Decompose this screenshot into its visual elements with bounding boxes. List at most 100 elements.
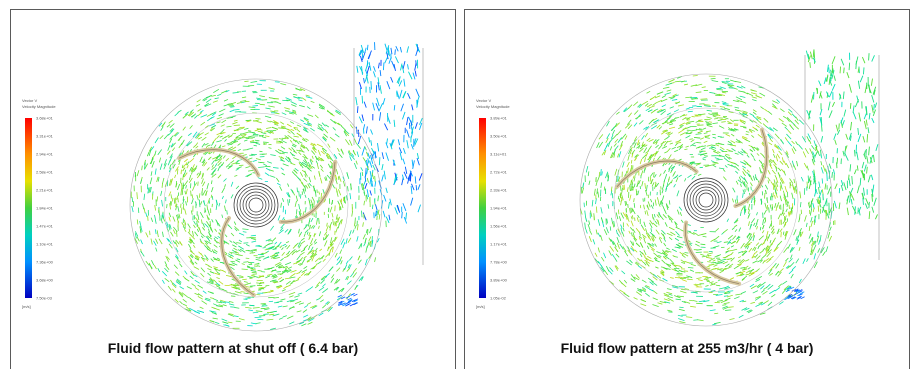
flow-vector <box>750 153 755 158</box>
flow-vector <box>314 257 321 263</box>
flow-vector <box>644 144 648 148</box>
flow-vector <box>214 228 218 232</box>
flow-vector <box>184 169 187 175</box>
flow-vector <box>710 289 716 292</box>
flow-vector <box>636 182 639 188</box>
flow-vector <box>204 103 212 107</box>
flow-vector <box>200 201 203 205</box>
flow-vector <box>718 154 725 158</box>
flow-vector <box>285 280 291 285</box>
flow-vector <box>743 150 749 155</box>
flow-vector <box>270 154 276 156</box>
flow-vector <box>743 265 749 270</box>
flow-vector <box>873 197 877 206</box>
flow-vector <box>338 300 343 304</box>
flow-vector <box>633 237 637 242</box>
flow-vector <box>676 244 684 248</box>
flow-vector <box>410 120 412 126</box>
flow-vector <box>749 113 755 117</box>
flow-vector <box>191 198 194 205</box>
flow-vector <box>666 89 672 92</box>
flow-vector <box>669 277 674 279</box>
flow-vector <box>250 80 258 83</box>
flow-vector <box>362 212 367 221</box>
flow-vector <box>172 240 176 245</box>
flow-vector <box>809 179 812 186</box>
flow-vector <box>225 89 230 93</box>
flow-vector <box>850 193 855 201</box>
flow-vector <box>635 115 642 120</box>
flow-vector <box>156 176 159 183</box>
flow-vector <box>297 96 303 99</box>
flow-vector <box>683 300 691 304</box>
flow-vector <box>255 257 261 259</box>
flow-vector <box>800 296 805 300</box>
flow-vector <box>367 158 370 164</box>
flow-vector <box>631 183 633 188</box>
flow-vector <box>412 72 416 80</box>
flow-vector <box>213 244 218 248</box>
flow-vector <box>297 292 303 295</box>
flow-vector <box>622 228 625 232</box>
flow-vector <box>659 200 662 205</box>
flow-vector <box>236 258 241 261</box>
flow-vector <box>298 211 301 216</box>
flow-vector <box>247 275 253 278</box>
flow-vector <box>655 99 663 104</box>
flow-vector <box>714 281 718 284</box>
flow-vector <box>168 119 173 124</box>
flow-vector <box>834 139 837 145</box>
flow-vector <box>360 44 365 53</box>
flow-vector <box>181 189 184 196</box>
hub-ring <box>239 188 273 222</box>
flow-vector <box>782 261 787 267</box>
flow-vector <box>275 285 282 288</box>
flow-vector <box>724 297 731 301</box>
flow-vector <box>665 185 668 191</box>
flow-vector <box>782 212 785 217</box>
flow-vector <box>399 89 403 98</box>
flow-vector <box>234 226 240 231</box>
flow-vector <box>335 168 339 175</box>
flow-vector <box>731 227 735 231</box>
flow-vector <box>150 157 154 164</box>
flow-vector <box>614 138 619 143</box>
flow-vector <box>309 164 313 169</box>
flow-vector <box>252 141 257 144</box>
flow-vector <box>328 221 333 228</box>
flow-vector <box>194 261 198 265</box>
flow-vector <box>745 259 750 262</box>
flow-vector <box>216 116 223 120</box>
flow-vector <box>306 260 310 263</box>
flow-vector <box>216 271 221 275</box>
flow-vector <box>360 167 364 172</box>
flow-vector <box>362 187 366 194</box>
flow-vector <box>606 133 611 139</box>
flow-vector <box>184 208 187 215</box>
legend-tick-label: 2.94e+01 <box>36 152 54 157</box>
flow-vector <box>694 243 700 247</box>
flow-vector <box>232 121 238 125</box>
flow-vector <box>321 148 325 153</box>
flow-vector <box>374 210 378 217</box>
flow-vector <box>826 212 830 219</box>
flow-vector <box>336 190 339 197</box>
flow-vector <box>169 138 173 144</box>
flow-vector <box>727 234 733 240</box>
flow-vector <box>776 99 781 103</box>
flow-vector <box>364 182 368 189</box>
flow-vector <box>760 302 765 306</box>
flow-vector <box>334 133 340 138</box>
flow-vector <box>371 147 375 154</box>
flow-vector <box>278 127 285 129</box>
flow-vector <box>767 169 771 175</box>
flow-vector <box>342 242 346 249</box>
flow-vector <box>203 98 208 102</box>
flow-vector <box>293 261 300 265</box>
flow-vector <box>263 131 268 133</box>
flow-vector <box>371 172 375 180</box>
flow-vector <box>191 164 195 170</box>
flow-vector <box>596 188 598 195</box>
flow-vector <box>379 70 382 77</box>
flow-vector <box>649 222 653 229</box>
